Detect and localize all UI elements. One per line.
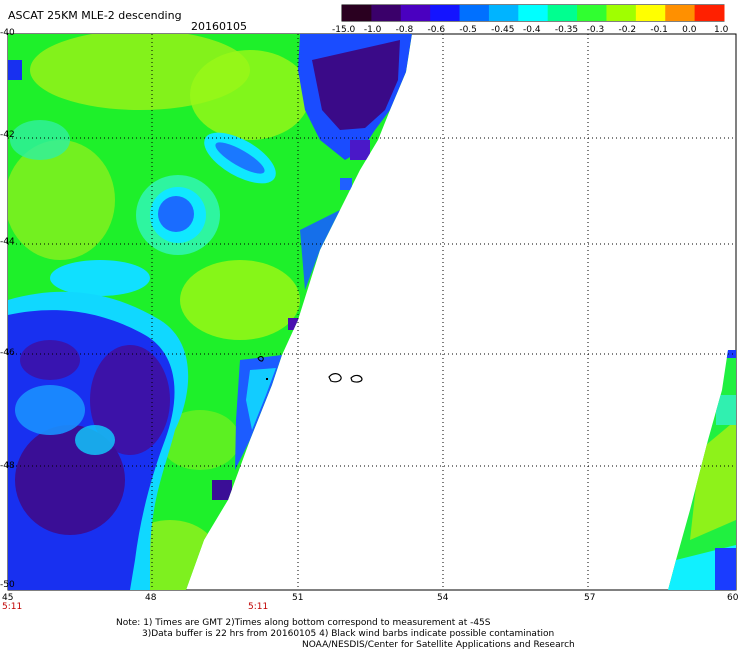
note-line-3: NOAA/NESDIS/Center for Satellite Applica… [302,640,575,650]
y-tick-label: -50 [0,580,15,590]
colorbar-label: -1.0 [363,25,382,35]
y-tick-label: -40 [0,28,15,38]
island-outline [350,374,363,383]
colorbar-swatch [371,5,402,21]
colorbar [341,4,725,22]
colorbar-swatch [635,5,666,21]
colorbar-label: -0.1 [650,25,668,35]
y-tick-label: -44 [0,237,15,247]
colorbar-label: -15.0 [332,25,356,35]
note-line-2: 3)Data buffer is 22 hrs from 20160105 4)… [142,629,555,639]
swath-left [8,34,412,590]
colorbar-label: -0.5 [459,25,477,35]
colorbar-label: 1.0 [714,25,729,35]
colorbar-label: -0.2 [618,25,637,35]
colorbar-swatch [400,5,431,21]
colorbar-label: -0.45 [491,25,515,35]
x-tick-label: 57 [584,593,596,603]
colorbar-swatch [518,5,549,21]
colorbar-swatch [665,5,696,21]
x-tick-label: 51 [292,593,304,603]
gridlines [8,34,736,590]
colorbar-label: -0.3 [586,25,605,35]
colorbar-swatch [694,5,725,21]
colorbar-swatch [606,5,637,21]
colorbar-swatch [342,5,372,21]
island-outline [257,356,264,362]
colorbar-label: -0.6 [427,25,446,35]
colorbar-swatch [577,5,607,21]
colorbar-swatch [430,5,461,21]
colorbar-label: -0.35 [554,25,579,35]
y-tick-label: -42 [0,130,15,140]
product-title: ASCAT 25KM MLE-2 descending [8,9,182,22]
time-label: 5:11 [2,602,23,612]
colorbar-label: -0.8 [395,25,414,35]
time-label: 5:11 [248,602,269,612]
x-tick-label: 45 [2,593,14,603]
colorbar-label: 0.0 [682,25,697,35]
colorbar-swatch [459,5,490,21]
colorbar-swatch [547,5,578,21]
y-tick-label: -48 [0,461,15,471]
product-date: 20160105 [191,20,247,33]
colorbar-swatch [488,5,519,21]
y-tick-label: -46 [0,348,15,358]
x-tick-label: 60 [727,593,739,603]
island-outline [266,378,268,380]
x-tick-label: 54 [437,593,449,603]
x-tick-label: 48 [145,593,157,603]
colorbar-label: -0.4 [523,25,541,35]
note-line-1: Note: 1) Times are GMT 2)Times along bot… [116,618,491,628]
island-outline [328,373,342,383]
